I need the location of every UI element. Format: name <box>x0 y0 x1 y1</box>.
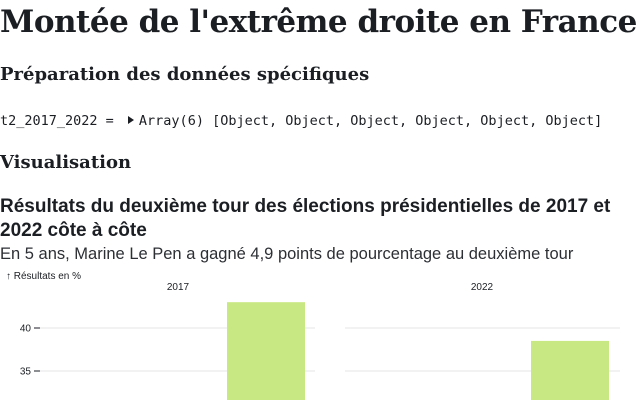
section-heading-visualisation: Visualisation <box>0 152 132 173</box>
bar-2017 <box>227 302 305 400</box>
results-bar-chart: ↑ Résultats en % 2017 2022 35 40 <box>6 271 620 400</box>
array-items: [Object, Object, Object, Object, Object,… <box>212 113 603 129</box>
bar-2022 <box>531 340 609 400</box>
y-tick-label-35: 35 <box>20 367 32 378</box>
chart-title: Résultats du deuxième tour des élections… <box>0 196 611 241</box>
array-type[interactable]: Array(6) <box>138 113 204 129</box>
facet-label-2017: 2017 <box>167 282 190 293</box>
section-heading-preparation: Préparation des données spécifiques <box>0 64 370 85</box>
facet-label-2022: 2022 <box>471 282 494 293</box>
y-tick-label-40: 40 <box>20 324 32 335</box>
code-cell-output: t2_2017_2022 = Array(6) [Object, Object,… <box>0 113 602 129</box>
variable-name: t2_2017_2022 = <box>0 113 122 129</box>
y-axis-label: ↑ Résultats en % <box>6 271 81 282</box>
chart-subtitle: En 5 ans, Marine Le Pen a gagné 4,9 poin… <box>0 245 574 263</box>
page-title: Montée de l'extrême droite en France <box>0 4 637 40</box>
expand-triangle-icon[interactable] <box>127 116 134 124</box>
